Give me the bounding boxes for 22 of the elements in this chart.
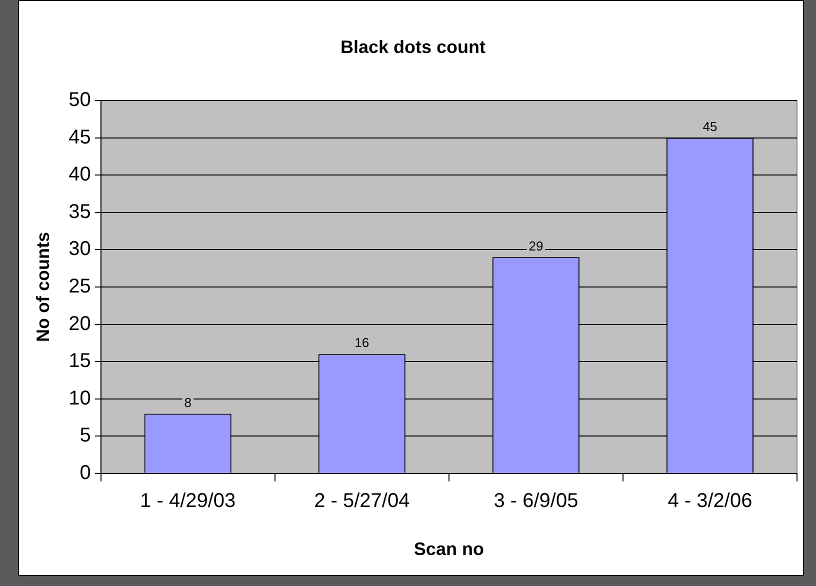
data-label: 29 (528, 238, 544, 254)
data-label: 16 (354, 335, 370, 350)
y-tick-label: 10 (68, 387, 91, 410)
data-label: 45 (702, 118, 718, 134)
y-tick-label: 45 (68, 126, 91, 148)
y-tick-label: 20 (68, 312, 91, 335)
y-tick-label: 50 (68, 89, 91, 112)
y-tick-label: 40 (68, 164, 91, 186)
y-tick-label: 0 (80, 462, 91, 484)
data-label: 8 (184, 394, 192, 410)
x-tick-label: 3 - 6/9/05 (494, 490, 578, 512)
chart-title: Black dots count (340, 36, 486, 57)
x-tick-label: 4 - 3/2/06 (668, 490, 752, 512)
y-tick-label: 35 (68, 200, 91, 223)
x-tick-label: 2 - 5/27/04 (314, 490, 410, 512)
y-tick-label: 5 (80, 424, 91, 447)
y-tick-label: 30 (68, 238, 91, 260)
y-axis-title: No of counts (32, 232, 53, 342)
y-tick-label: 15 (68, 350, 91, 372)
y-tick-label: 25 (68, 276, 91, 298)
x-tick-label: 1 - 4/29/03 (140, 490, 236, 512)
x-axis-title: Scan no (414, 539, 484, 560)
